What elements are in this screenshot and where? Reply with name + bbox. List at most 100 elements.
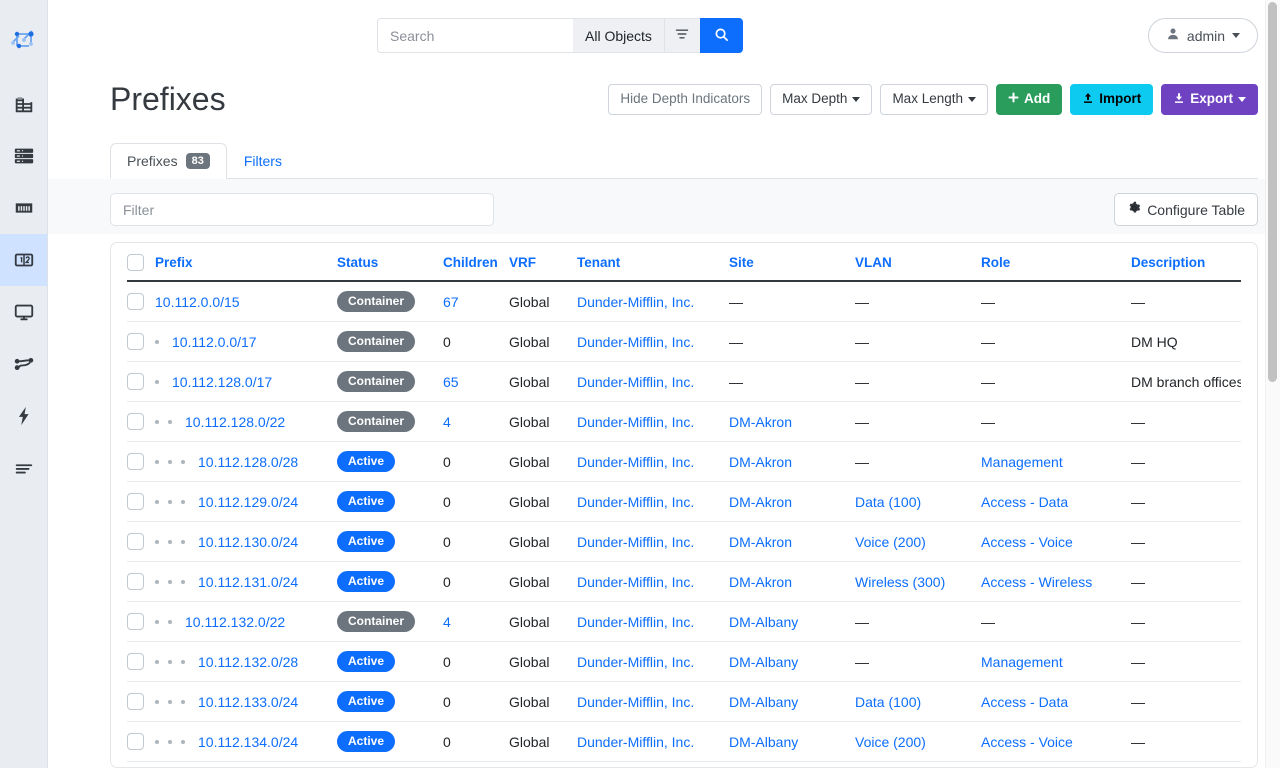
- prefix-link[interactable]: 10.112.133.0/24: [198, 693, 299, 710]
- site-link[interactable]: DM-Akron: [729, 493, 793, 510]
- tenant-link[interactable]: Dunder-Mifflin, Inc.: [577, 733, 695, 750]
- column-header-description[interactable]: Description: [1131, 243, 1241, 283]
- role-link[interactable]: Access - Voice: [981, 733, 1073, 750]
- select-all-checkbox[interactable]: [127, 254, 144, 272]
- prefix-link[interactable]: 10.112.128.0/17: [172, 373, 273, 390]
- sidebar-item-devices[interactable]: [0, 182, 47, 234]
- table-filter-input[interactable]: [110, 193, 494, 227]
- site-link[interactable]: DM-Akron: [729, 573, 793, 590]
- vlan-link[interactable]: Data (100): [855, 493, 922, 510]
- vlan-link[interactable]: Wireless (300): [855, 573, 946, 590]
- site-link[interactable]: DM-Akron: [729, 413, 793, 430]
- prefix-link[interactable]: 10.112.130.0/24: [198, 533, 299, 550]
- site-link[interactable]: DM-Akron: [729, 453, 793, 470]
- window-scrollbar[interactable]: [1265, 0, 1280, 768]
- sidebar-item-organization[interactable]: [0, 78, 47, 130]
- tab-prefixes[interactable]: Prefixes 83: [110, 143, 227, 180]
- vlan-link[interactable]: Voice (200): [855, 533, 926, 550]
- prefix-link[interactable]: 10.112.134.0/24: [198, 733, 299, 750]
- prefix-link[interactable]: 10.112.129.0/24: [198, 493, 299, 510]
- add-button[interactable]: Add: [995, 83, 1063, 115]
- row-checkbox[interactable]: [127, 493, 144, 511]
- column-header-role[interactable]: Role: [981, 243, 1131, 283]
- role-link[interactable]: Access - Data: [981, 693, 1069, 710]
- children-link[interactable]: 4: [443, 413, 451, 430]
- vrf-cell: Global: [509, 401, 577, 443]
- role-link[interactable]: Access - Voice: [981, 533, 1073, 550]
- column-header-vrf[interactable]: VRF: [509, 243, 577, 283]
- max-depth-dropdown[interactable]: Max Depth: [770, 83, 873, 115]
- search-input[interactable]: [377, 18, 573, 53]
- sidebar-item-racks[interactable]: [0, 130, 47, 182]
- column-header-vlan[interactable]: VLAN: [855, 243, 981, 283]
- import-button[interactable]: Import: [1070, 83, 1154, 115]
- configure-table-button[interactable]: Configure Table: [1114, 193, 1258, 227]
- row-checkbox[interactable]: [127, 733, 144, 751]
- column-header-status[interactable]: Status: [337, 243, 443, 283]
- vlan-link[interactable]: Data (100): [855, 693, 922, 710]
- column-header-prefix[interactable]: Prefix: [155, 243, 337, 283]
- site-link[interactable]: DM-Albany: [729, 653, 799, 670]
- children-link[interactable]: 65: [443, 373, 459, 390]
- sidebar-item-virtualization[interactable]: [0, 286, 47, 338]
- search-scope-selector[interactable]: All Objects: [573, 18, 664, 53]
- search-filter-button[interactable]: [663, 18, 700, 53]
- sidebar-item-power[interactable]: [0, 390, 47, 442]
- hide-depth-indicators-button[interactable]: Hide Depth Indicators: [608, 83, 763, 115]
- tenant-link[interactable]: Dunder-Mifflin, Inc.: [577, 613, 695, 630]
- sidebar-item-other[interactable]: [0, 442, 47, 494]
- sidebar-item-ipam[interactable]: [0, 234, 47, 286]
- row-checkbox[interactable]: [127, 613, 144, 631]
- row-checkbox[interactable]: [127, 533, 144, 551]
- search-submit-button[interactable]: [699, 18, 743, 53]
- prefix-link[interactable]: 10.112.131.0/24: [198, 573, 299, 590]
- page-actions: Hide Depth Indicators Max Depth Max Leng…: [608, 83, 1258, 115]
- site-link[interactable]: DM-Albany: [729, 733, 799, 750]
- row-checkbox[interactable]: [127, 653, 144, 671]
- site-link[interactable]: DM-Albany: [729, 613, 799, 630]
- column-header-tenant[interactable]: Tenant: [577, 243, 729, 283]
- tab-filters[interactable]: Filters: [227, 143, 299, 179]
- tenant-link[interactable]: Dunder-Mifflin, Inc.: [577, 533, 695, 550]
- tenant-link[interactable]: Dunder-Mifflin, Inc.: [577, 573, 695, 590]
- prefix-link[interactable]: 10.112.128.0/22: [185, 413, 286, 430]
- prefix-link[interactable]: 10.112.132.0/22: [185, 613, 286, 630]
- row-checkbox[interactable]: [127, 693, 144, 711]
- prefix-link[interactable]: 10.112.0.0/17: [172, 333, 257, 350]
- tenant-link[interactable]: Dunder-Mifflin, Inc.: [577, 293, 695, 310]
- tenant-link[interactable]: Dunder-Mifflin, Inc.: [577, 453, 695, 470]
- role-link[interactable]: Management: [981, 453, 1063, 470]
- tenant-link[interactable]: Dunder-Mifflin, Inc.: [577, 493, 695, 510]
- children-link[interactable]: 67: [443, 293, 459, 310]
- window-scrollbar-thumb[interactable]: [1268, 2, 1277, 382]
- row-checkbox[interactable]: [127, 293, 144, 311]
- tenant-link[interactable]: Dunder-Mifflin, Inc.: [577, 373, 695, 390]
- site-link[interactable]: DM-Albany: [729, 693, 799, 710]
- export-button[interactable]: Export: [1161, 83, 1258, 115]
- row-checkbox[interactable]: [127, 573, 144, 591]
- tenant-link[interactable]: Dunder-Mifflin, Inc.: [577, 413, 695, 430]
- user-menu-button[interactable]: admin: [1148, 18, 1258, 53]
- column-header-children[interactable]: Children: [443, 243, 509, 283]
- prefix-link[interactable]: 10.112.0.0/15: [155, 293, 240, 310]
- sidebar-item-netbox-logo[interactable]: [0, 18, 47, 62]
- row-checkbox[interactable]: [127, 333, 144, 351]
- prefix-link[interactable]: 10.112.128.0/28: [198, 453, 299, 470]
- max-length-dropdown[interactable]: Max Length: [880, 83, 988, 115]
- site-cell: DM-Akron: [729, 561, 855, 603]
- role-link[interactable]: Management: [981, 653, 1063, 670]
- role-link[interactable]: Access - Data: [981, 493, 1069, 510]
- tenant-link[interactable]: Dunder-Mifflin, Inc.: [577, 333, 695, 350]
- row-checkbox[interactable]: [127, 453, 144, 471]
- children-link[interactable]: 4: [443, 613, 451, 630]
- site-link[interactable]: DM-Akron: [729, 533, 793, 550]
- tenant-link[interactable]: Dunder-Mifflin, Inc.: [577, 693, 695, 710]
- sidebar-item-circuits[interactable]: [0, 338, 47, 390]
- prefix-link[interactable]: 10.112.132.0/28: [198, 653, 299, 670]
- tenant-link[interactable]: Dunder-Mifflin, Inc.: [577, 653, 695, 670]
- vlan-link[interactable]: Voice (200): [855, 733, 926, 750]
- column-header-site[interactable]: Site: [729, 243, 855, 283]
- row-checkbox[interactable]: [127, 413, 144, 431]
- role-link[interactable]: Access - Wireless: [981, 573, 1093, 590]
- row-checkbox[interactable]: [127, 373, 144, 391]
